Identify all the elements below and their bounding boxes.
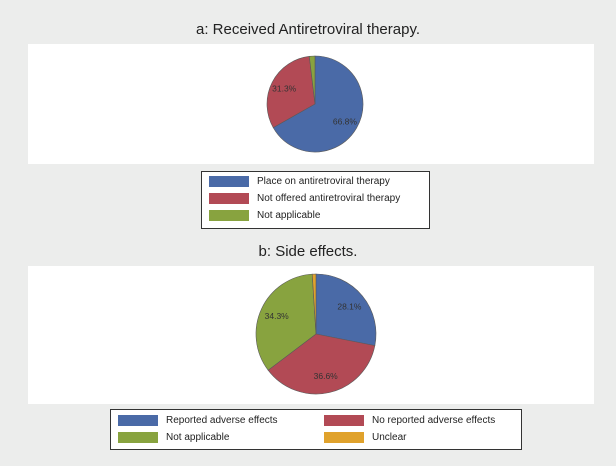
legend-a-label-not-applicable: Not applicable — [257, 210, 321, 221]
chart-b-slice-1 — [267, 333, 376, 395]
legend-a-swatch-not-offered — [209, 193, 249, 204]
chart-a-legend: Place on antiretroviral therapy Not offe… — [201, 171, 430, 229]
chart-b-slice-label-2: 34.3% — [265, 311, 290, 321]
legend-a-label-not-offered: Not offered antiretroviral therapy — [257, 193, 401, 204]
legend-a-item-not-offered: Not offered antiretroviral therapy — [209, 193, 400, 204]
chart-b-legend: Reported adverse effects No reported adv… — [110, 409, 522, 450]
legend-b-item-reported: Reported adverse effects — [118, 415, 278, 426]
chart-a-slice-1 — [266, 56, 316, 129]
legend-a-item-not-applicable: Not applicable — [209, 210, 320, 221]
legend-b-swatch-reported — [118, 415, 158, 426]
chart-b-slice-2 — [255, 273, 317, 371]
chart-b-slice-3 — [311, 273, 317, 335]
legend-a-swatch-not-applicable — [209, 210, 249, 221]
chart-a-slice-label-1: 31.3% — [272, 83, 297, 93]
legend-b-item-not-applicable: Not applicable — [118, 432, 229, 443]
chart-a-title: a: Received Antiretroviral therapy. — [196, 21, 420, 38]
chart-a-slice-label-0: 66.8% — [333, 116, 358, 126]
legend-b-label-no-reported: No reported adverse effects — [372, 415, 496, 426]
chart-b-slice-label-1: 36.6% — [314, 371, 339, 381]
chart-a-slice-2 — [308, 55, 316, 105]
legend-a-swatch-placed — [209, 176, 249, 187]
legend-b-label-not-applicable: Not applicable — [166, 432, 230, 443]
legend-b-label-unclear: Unclear — [372, 432, 407, 443]
chart-b-title: b: Side effects. — [258, 243, 358, 260]
legend-a-item-placed: Place on antiretroviral therapy — [209, 176, 390, 187]
chart-b-slice-0 — [315, 273, 377, 346]
legend-b-item-no-reported: No reported adverse effects — [324, 415, 495, 426]
legend-b-label-reported: Reported adverse effects — [166, 415, 278, 426]
chart-a-slice-0 — [272, 55, 364, 153]
legend-b-item-unclear: Unclear — [324, 432, 406, 443]
chart-b-slice-label-0: 28.1% — [337, 302, 362, 312]
legend-b-swatch-no-reported — [324, 415, 364, 426]
legend-b-swatch-not-applicable — [118, 432, 158, 443]
legend-b-swatch-unclear — [324, 432, 364, 443]
legend-a-label-placed: Place on antiretroviral therapy — [257, 176, 390, 187]
